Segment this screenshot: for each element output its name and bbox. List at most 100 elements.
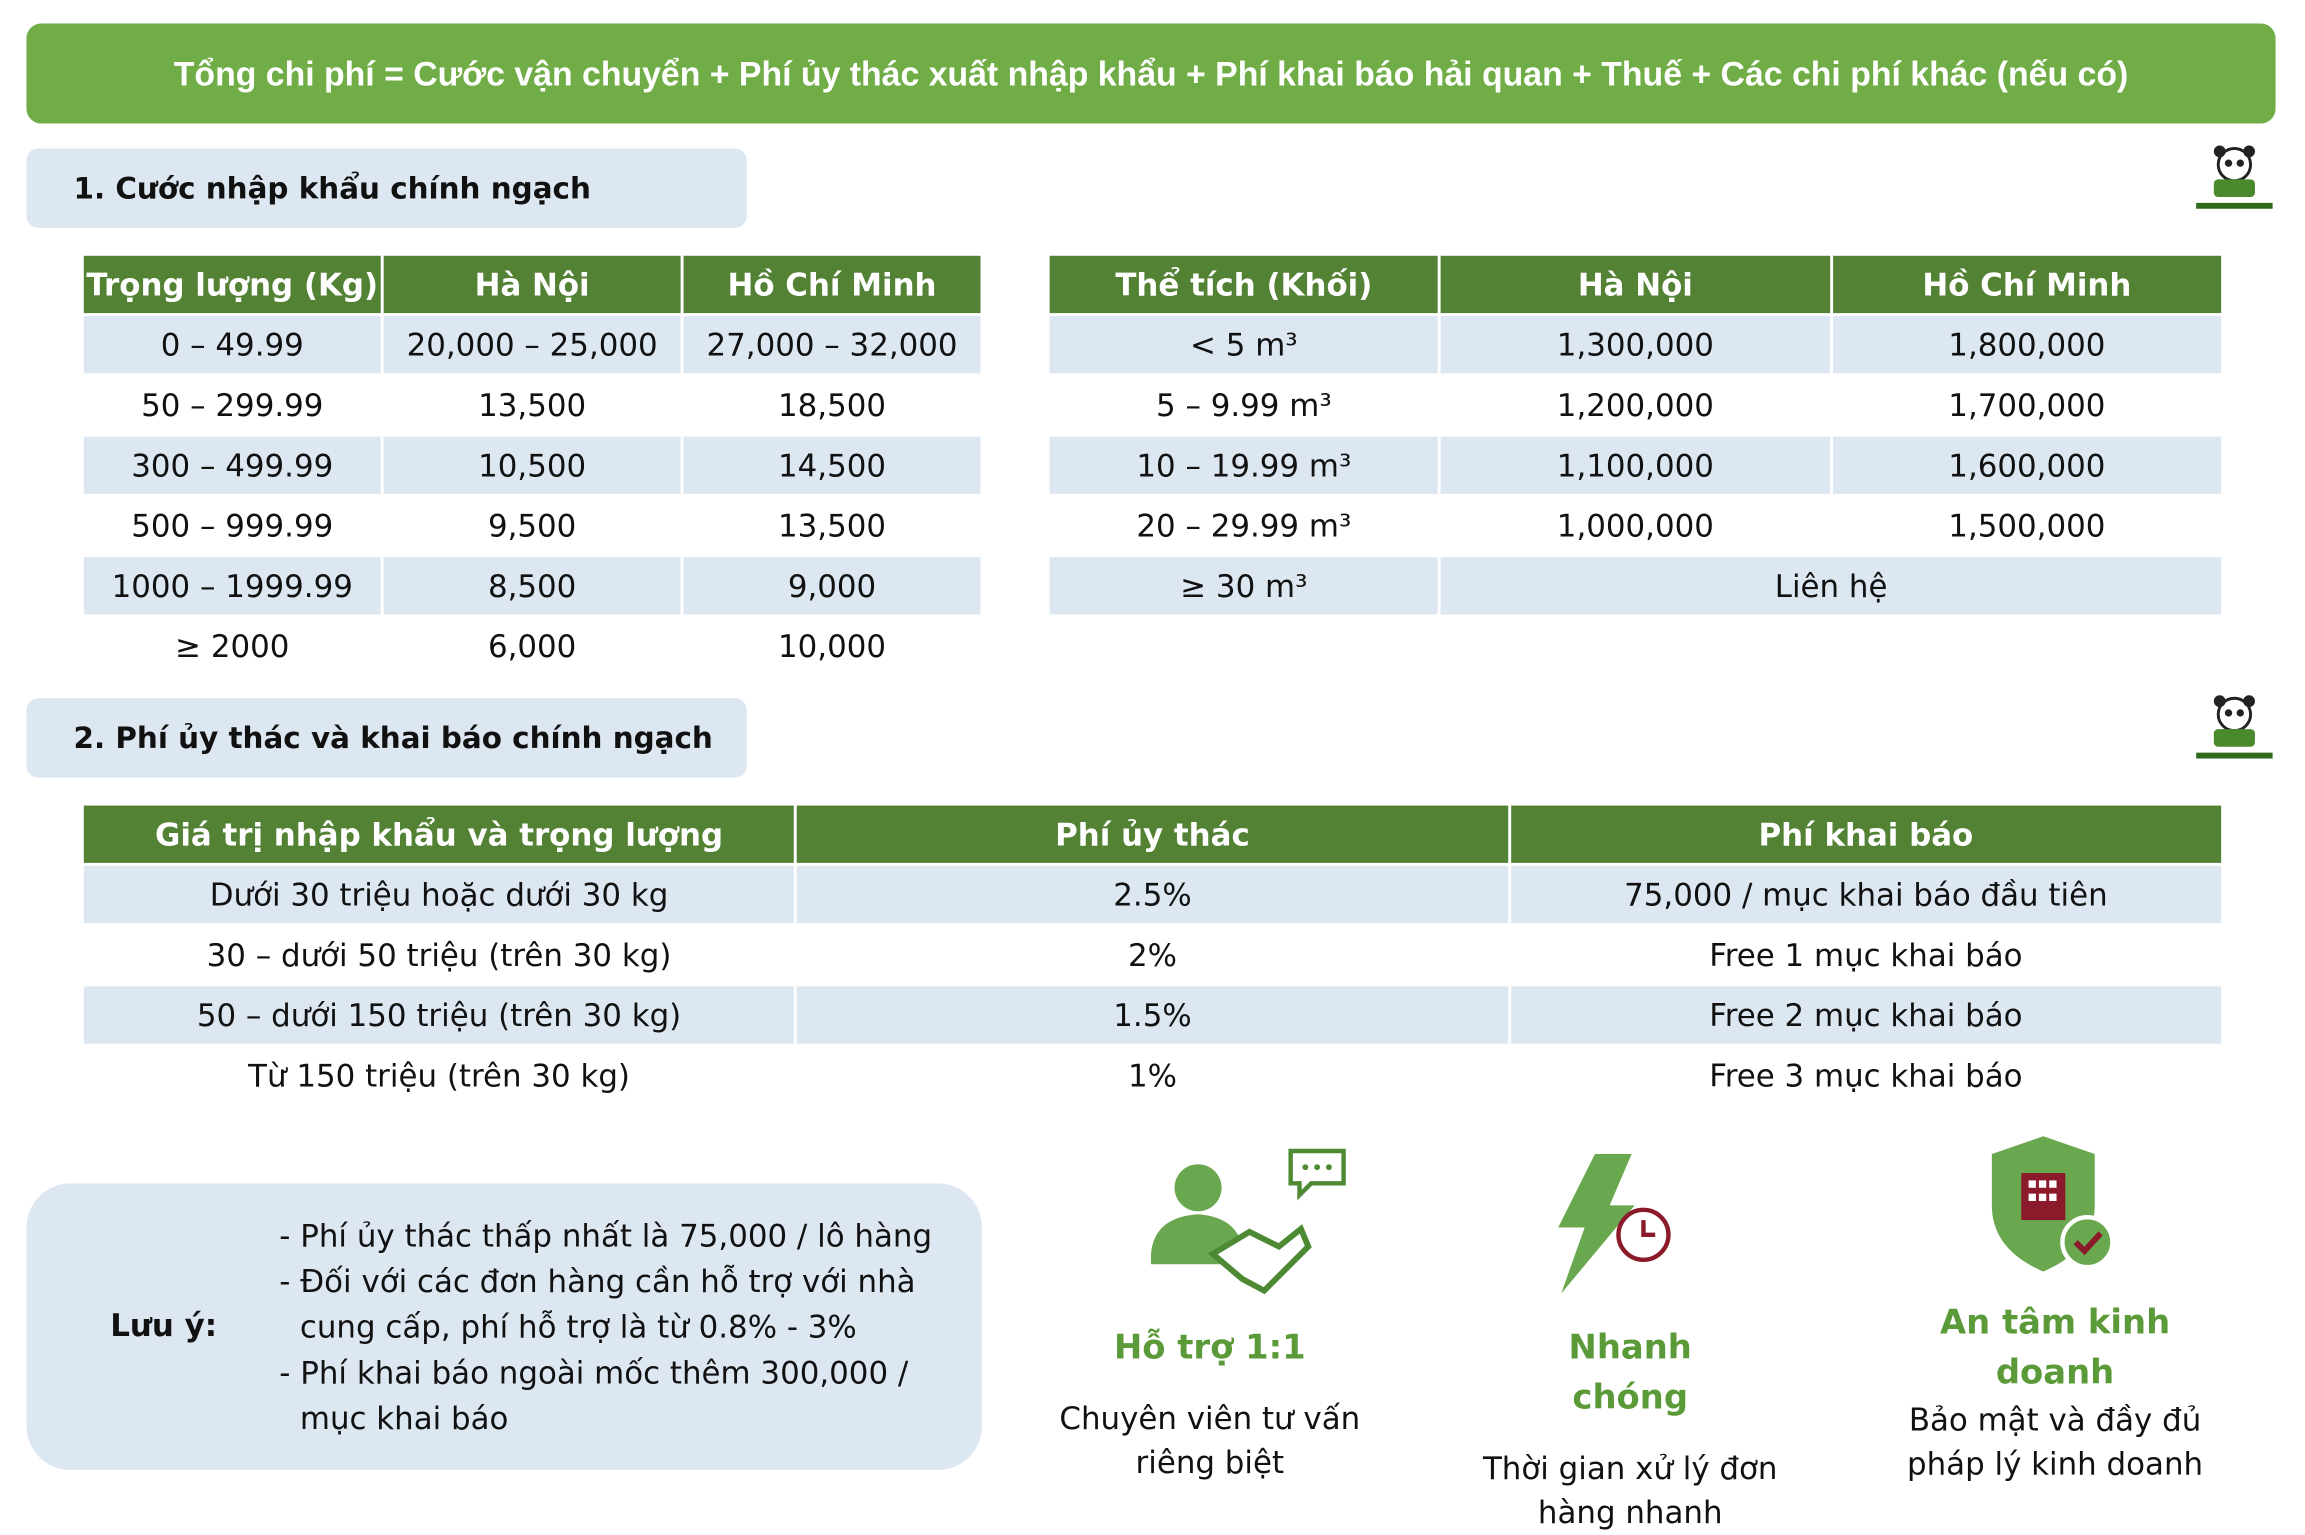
table-cell: ≥ 30 m³ bbox=[1046, 554, 1442, 618]
table-cell: Free 2 mục khai báo bbox=[1507, 983, 2225, 1047]
feature-title: Hỗ trợ 1:1 bbox=[1113, 1328, 1306, 1368]
table-row: 500 – 999.99 9,500 13,500 bbox=[80, 493, 984, 558]
table-cell: 50 – 299.99 bbox=[80, 373, 384, 437]
table-cell: 13,500 bbox=[680, 493, 984, 558]
feature: Nhanh chóng Thời gian xử lý đơn hàng nhan… bbox=[1454, 1323, 1807, 1535]
speed-icon bbox=[1558, 1153, 1671, 1294]
table-cell: 1,600,000 bbox=[1829, 433, 2225, 497]
table-cell: 5 – 9.99 m³ bbox=[1046, 373, 1442, 437]
table-cell: 75,000 / mục khai báo đầu tiên bbox=[1507, 862, 2225, 927]
table-row: 5 – 9.99 m³ 1,200,000 1,700,000 bbox=[1046, 373, 2225, 437]
table-cell: Liên hệ bbox=[1438, 554, 2225, 618]
feature-desc: Chuyên viên tư vấn riêng biệt bbox=[1059, 1400, 1361, 1481]
header-cell: Phí ủy thác bbox=[794, 802, 1511, 866]
table-cell: 1% bbox=[794, 1043, 1511, 1107]
note-label: Lưu ý: bbox=[110, 1308, 218, 1344]
table-row: 300 – 499.99 10,500 14,500 bbox=[80, 433, 984, 497]
table-cell: 10 – 19.99 m³ bbox=[1046, 433, 1442, 497]
table-cell: 1,300,000 bbox=[1438, 313, 1833, 377]
table-body: < 5 m³ 1,300,000 1,800,000 5 – 9.99 m³ 1,200… bbox=[1046, 313, 2225, 618]
table-row: 10 – 19.99 m³ 1,100,000 1,600,000 bbox=[1046, 433, 2225, 497]
table-row: ≥ 30 m³ Liên hệ bbox=[1046, 554, 2225, 618]
feature-desc: Thời gian xử lý đơn hàng nhanh bbox=[1482, 1450, 1778, 1531]
table-head: Trọng lượng (Kg) Hà Nội Hồ Chí Minh bbox=[80, 252, 984, 317]
header-cell: Trọng lượng (Kg) bbox=[80, 252, 384, 317]
table-row: 50 – dưới 150 triệu (trên 30 kg) 1.5% Free… bbox=[80, 983, 2225, 1047]
table-cell: 1,700,000 bbox=[1829, 373, 2225, 437]
table-head: Giá trị nhập khẩu và trọng lượng Phí ủy t… bbox=[80, 802, 2225, 866]
table-cell: 500 – 999.99 bbox=[80, 493, 384, 558]
header-row: Giá trị nhập khẩu và trọng lượng Phí ủy t… bbox=[80, 802, 2225, 866]
table-cell: 2% bbox=[794, 923, 1511, 987]
table-cell: 1,200,000 bbox=[1438, 373, 1833, 437]
table-row: 1000 – 1999.99 8,500 9,000 bbox=[80, 554, 984, 618]
table-cell: 6,000 bbox=[380, 614, 684, 678]
logo bbox=[2196, 145, 2273, 209]
header-cell: Hà Nội bbox=[380, 252, 684, 317]
table-cell: Dưới 30 triệu hoặc dưới 30 kg bbox=[80, 862, 798, 927]
table-cell: 8,500 bbox=[380, 554, 684, 618]
table-cell: 14,500 bbox=[680, 433, 984, 497]
support-icon bbox=[1151, 1148, 1346, 1295]
feature-title: Nhanh chóng bbox=[1568, 1328, 1692, 1418]
table-row: 20 – 29.99 m³ 1,000,000 1,500,000 bbox=[1046, 493, 2225, 558]
feature: An tâm kinh doanh Bảo mật và đầy đủ pháp … bbox=[1879, 1298, 2232, 1486]
table-row: 30 – dưới 50 triệu (trên 30 kg) 2% Free 1 … bbox=[80, 923, 2225, 987]
fee-table: Giá trị nhập khẩu và trọng lượng Phí ủy t… bbox=[80, 802, 2225, 1107]
table-cell: 1,800,000 bbox=[1829, 313, 2225, 377]
feature-desc: Bảo mật và đầy đủ pháp lý kinh doanh bbox=[1907, 1402, 2204, 1482]
table-cell: 20 – 29.99 m³ bbox=[1046, 493, 1442, 558]
table-cell: 1,100,000 bbox=[1438, 433, 1833, 497]
table-cell: 1,000,000 bbox=[1438, 493, 1833, 558]
feature: Hỗ trợ 1:1 Chuyên viên tư vấn riêng biệt bbox=[1033, 1323, 1386, 1485]
table-row: < 5 m³ 1,300,000 1,800,000 bbox=[1046, 313, 2225, 377]
header-cell: Phí khai báo bbox=[1507, 802, 2225, 866]
table-cell: 9,000 bbox=[680, 554, 984, 618]
table-cell: 0 – 49.99 bbox=[80, 313, 384, 377]
section-title: 1. Cước nhập khẩu chính ngạch bbox=[26, 148, 747, 228]
table-cell: Từ 150 triệu (trên 30 kg) bbox=[80, 1043, 798, 1107]
table-cell: 10,000 bbox=[680, 614, 984, 678]
table-cell: 10,500 bbox=[380, 433, 684, 497]
table-cell: 1000 – 1999.99 bbox=[80, 554, 384, 618]
secure-icon bbox=[1991, 1136, 2115, 1272]
table-cell: 18,500 bbox=[680, 373, 984, 437]
header-cell: Hồ Chí Minh bbox=[1829, 252, 2225, 317]
weight-table: Trọng lượng (Kg) Hà Nội Hồ Chí Minh 0 – 49.… bbox=[80, 252, 984, 678]
note-line: - Đối với các đơn hàng cần hỗ trợ với nh… bbox=[279, 1264, 916, 1346]
table-head: Thể tích (Khối) Hà Nội Hồ Chí Minh bbox=[1046, 252, 2225, 317]
table-cell: 1,500,000 bbox=[1829, 493, 2225, 558]
section-title: 2. Phí ủy thác và khai báo chính ngạch bbox=[26, 698, 747, 778]
table-body: 0 – 49.99 20,000 – 25,000 27,000 – 32,000 5… bbox=[80, 313, 984, 678]
logo bbox=[2196, 695, 2273, 759]
table-row: ≥ 2000 6,000 10,000 bbox=[80, 614, 984, 678]
table-cell: ≥ 2000 bbox=[80, 614, 384, 678]
note-line: - Phí ủy thác thấp nhất là 75,000 / lô h… bbox=[279, 1218, 933, 1254]
table-cell: < 5 m³ bbox=[1046, 313, 1442, 377]
table-cell: Free 1 mục khai báo bbox=[1507, 923, 2225, 987]
note-lines: - Phí ủy thác thấp nhất là 75,000 / lô h… bbox=[279, 1214, 955, 1442]
table-cell: 9,500 bbox=[380, 493, 684, 558]
formula-banner: Tổng chi phí = Cước vận chuyển + Phí ủy … bbox=[26, 23, 2276, 124]
note-box bbox=[26, 1183, 982, 1470]
header-row: Thể tích (Khối) Hà Nội Hồ Chí Minh bbox=[1046, 252, 2225, 317]
table-cell: 27,000 – 32,000 bbox=[680, 313, 984, 377]
volume-table: Thể tích (Khối) Hà Nội Hồ Chí Minh < 5 m³ 1,… bbox=[1046, 252, 2225, 618]
header-cell: Thể tích (Khối) bbox=[1046, 252, 1442, 317]
table-cell: 300 – 499.99 bbox=[80, 433, 384, 497]
table-row: 0 – 49.99 20,000 – 25,000 27,000 – 32,000 bbox=[80, 313, 984, 377]
table-cell: Free 3 mục khai báo bbox=[1507, 1043, 2225, 1107]
table-cell: 2.5% bbox=[794, 862, 1511, 927]
table-cell: 30 – dưới 50 triệu (trên 30 kg) bbox=[80, 923, 798, 987]
note-line: - Phí khai báo ngoài mốc thêm 300,000 / … bbox=[279, 1355, 909, 1437]
header-cell: Hà Nội bbox=[1438, 252, 1833, 317]
header-cell: Giá trị nhập khẩu và trọng lượng bbox=[80, 802, 798, 866]
header-cell: Hồ Chí Minh bbox=[680, 252, 984, 317]
table-row: 50 – 299.99 13,500 18,500 bbox=[80, 373, 984, 437]
feature-title: An tâm kinh doanh bbox=[1939, 1303, 2171, 1393]
table-cell: 1.5% bbox=[794, 983, 1511, 1047]
table-cell: 20,000 – 25,000 bbox=[380, 313, 684, 377]
table-row: Dưới 30 triệu hoặc dưới 30 kg 2.5% 75,000 … bbox=[80, 862, 2225, 927]
